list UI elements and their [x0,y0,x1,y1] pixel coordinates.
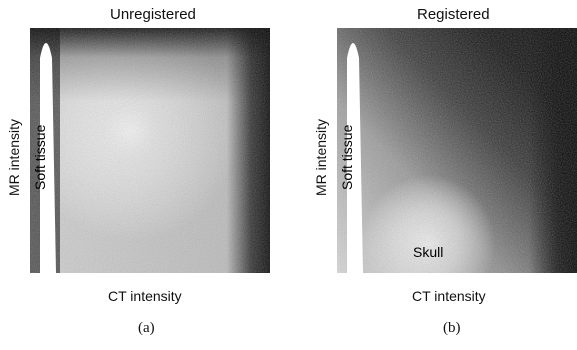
panel-a-soft-tissue-label: Soft tissue [32,124,48,190]
panel-a-ylabel: MR intensity [6,118,22,196]
panel-b-histogram-image [337,28,577,273]
panel-b-xlabel: CT intensity [412,288,486,304]
panel-a-xlabel: CT intensity [108,288,182,304]
panel-a-histogram: Soft tissue [30,28,270,273]
panel-b-soft-tissue-label: Soft tissue [339,124,355,190]
panel-a-title: Unregistered [110,6,196,23]
panel-b-caption: (b) [443,320,461,336]
panel-a-caption: (a) [138,320,155,336]
panel-b-histogram: Soft tissue Skull [337,28,577,273]
panel-b-skull-label: Skull [413,244,444,260]
panel-a-histogram-image [30,28,270,273]
panel-b-title: Registered [417,6,490,23]
panel-b-ylabel: MR intensity [313,118,329,196]
